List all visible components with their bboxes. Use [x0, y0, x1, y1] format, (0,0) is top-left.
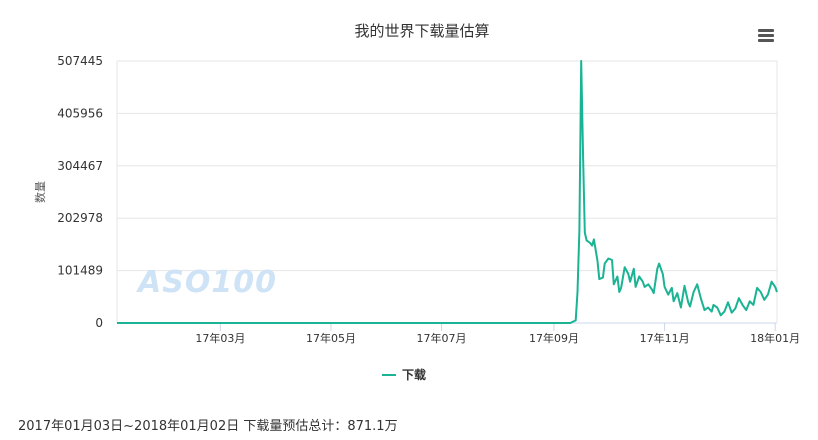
x-tick-label: 17年05月 — [306, 331, 356, 345]
y-tick-label: 405956 — [57, 106, 103, 120]
x-tick-label: 17年03月 — [195, 331, 245, 345]
x-tick-label: 18年01月 — [750, 331, 800, 345]
x-axis-ticks: 17年03月 17年05月 17年07月 17年09月 17年11月 18年01月 — [195, 323, 800, 345]
grid-lines — [116, 60, 778, 324]
legend[interactable]: 下载 — [382, 367, 426, 382]
y-tick-label: 507445 — [57, 54, 103, 68]
y-tick-label: 304467 — [57, 159, 103, 173]
legend-label: 下载 — [402, 367, 426, 382]
chart-title: 我的世界下载量估算 — [354, 22, 489, 40]
watermark-logo: ASO100 — [136, 265, 277, 300]
x-tick-label: 17年11月 — [640, 331, 690, 345]
download-summary: 2017年01月03日~2018年01月02日 下载量预估总计：871.1万 — [18, 419, 398, 434]
y-axis-label: 数量 — [34, 181, 47, 203]
x-tick-label: 17年09月 — [529, 331, 579, 345]
series-line[interactable] — [117, 60, 778, 324]
y-tick-label: 0 — [95, 316, 103, 330]
series-layer — [117, 60, 778, 324]
menu-icon[interactable] — [752, 24, 780, 48]
x-tick-label: 17年07月 — [417, 331, 467, 345]
y-tick-label: 202978 — [57, 211, 103, 225]
y-tick-label: 101489 — [57, 264, 103, 278]
y-axis-ticks: 0 101489 202978 304467 405956 507445 — [57, 54, 103, 330]
